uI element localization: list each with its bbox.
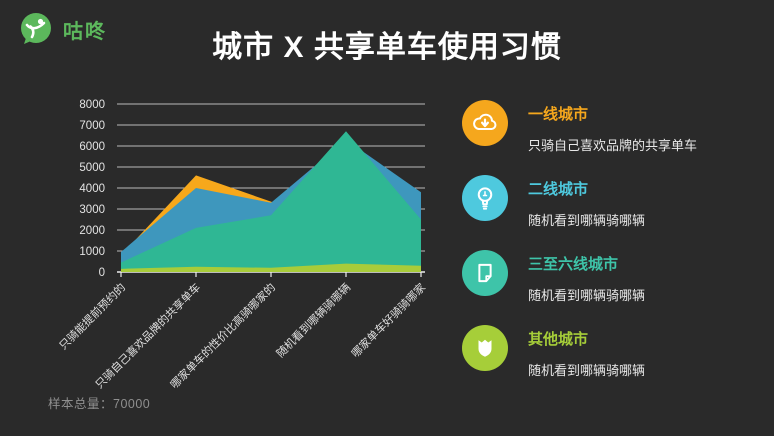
svg-text:6000: 6000 <box>79 141 105 153</box>
legend-desc: 只骑自己喜欢品牌的共享单车 <box>528 138 698 153</box>
legend-title: 二线城市 <box>528 181 589 198</box>
lightbulb-icon <box>462 175 508 221</box>
area-chart-canvas: 0 1000 2000 3000 4000 5000 6000 7000 8000 只骑能提前预约… <box>56 99 428 391</box>
legend-title: 其他城市 <box>528 331 589 348</box>
svg-text:随机看到哪辆骑哪辆: 随机看到哪辆骑哪辆 <box>273 280 353 360</box>
legend: 一线城市 只骑自己喜欢品牌的共享单车 二线城市 随机看到哪辆骑哪辆 三至六线城市 <box>462 100 762 379</box>
svg-text:1000: 1000 <box>79 246 105 258</box>
legend-item-tier1-city: 一线城市 只骑自己喜欢品牌的共享单车 <box>462 100 762 154</box>
shield-icon <box>462 325 508 371</box>
page-title: 城市 X 共享单车使用习惯 <box>212 31 562 64</box>
svg-text:7000: 7000 <box>79 120 105 132</box>
legend-title: 一线城市 <box>528 106 589 123</box>
svg-text:5000: 5000 <box>79 162 105 174</box>
legend-item-tier2-city: 二线城市 随机看到哪辆骑哪辆 <box>462 175 762 229</box>
usage-area-chart: 0 1000 2000 3000 4000 5000 6000 7000 8000 只骑能提前预约… <box>53 84 483 414</box>
legend-item-tier3to6-city: 三至六线城市 随机看到哪辆骑哪辆 <box>462 250 762 304</box>
svg-text:只骑能提前预约的: 只骑能提前预约的 <box>56 280 128 352</box>
codoon-logo-icon <box>21 13 51 44</box>
codoon-logo: 咕咚 <box>18 11 107 47</box>
svg-text:哪家单车好骑骑哪家: 哪家单车好骑骑哪家 <box>348 280 428 360</box>
legend-desc: 随机看到哪辆骑哪辆 <box>528 213 646 228</box>
legend-desc: 随机看到哪辆骑哪辆 <box>528 288 646 303</box>
svg-text:0: 0 <box>99 267 105 279</box>
svg-text:8000: 8000 <box>79 99 105 111</box>
legend-item-other-city: 其他城市 随机看到哪辆骑哪辆 <box>462 325 762 379</box>
svg-text:4000: 4000 <box>79 183 105 195</box>
sample-size-note: 样本总量：70000 <box>48 397 151 411</box>
document-icon <box>462 250 508 296</box>
svg-text:2000: 2000 <box>79 225 105 237</box>
logo-text: 咕咚 <box>63 20 107 43</box>
svg-text:3000: 3000 <box>79 204 105 216</box>
cloud-download-icon <box>462 100 508 146</box>
legend-title: 三至六线城市 <box>528 256 619 273</box>
legend-desc: 随机看到哪辆骑哪辆 <box>528 363 646 378</box>
